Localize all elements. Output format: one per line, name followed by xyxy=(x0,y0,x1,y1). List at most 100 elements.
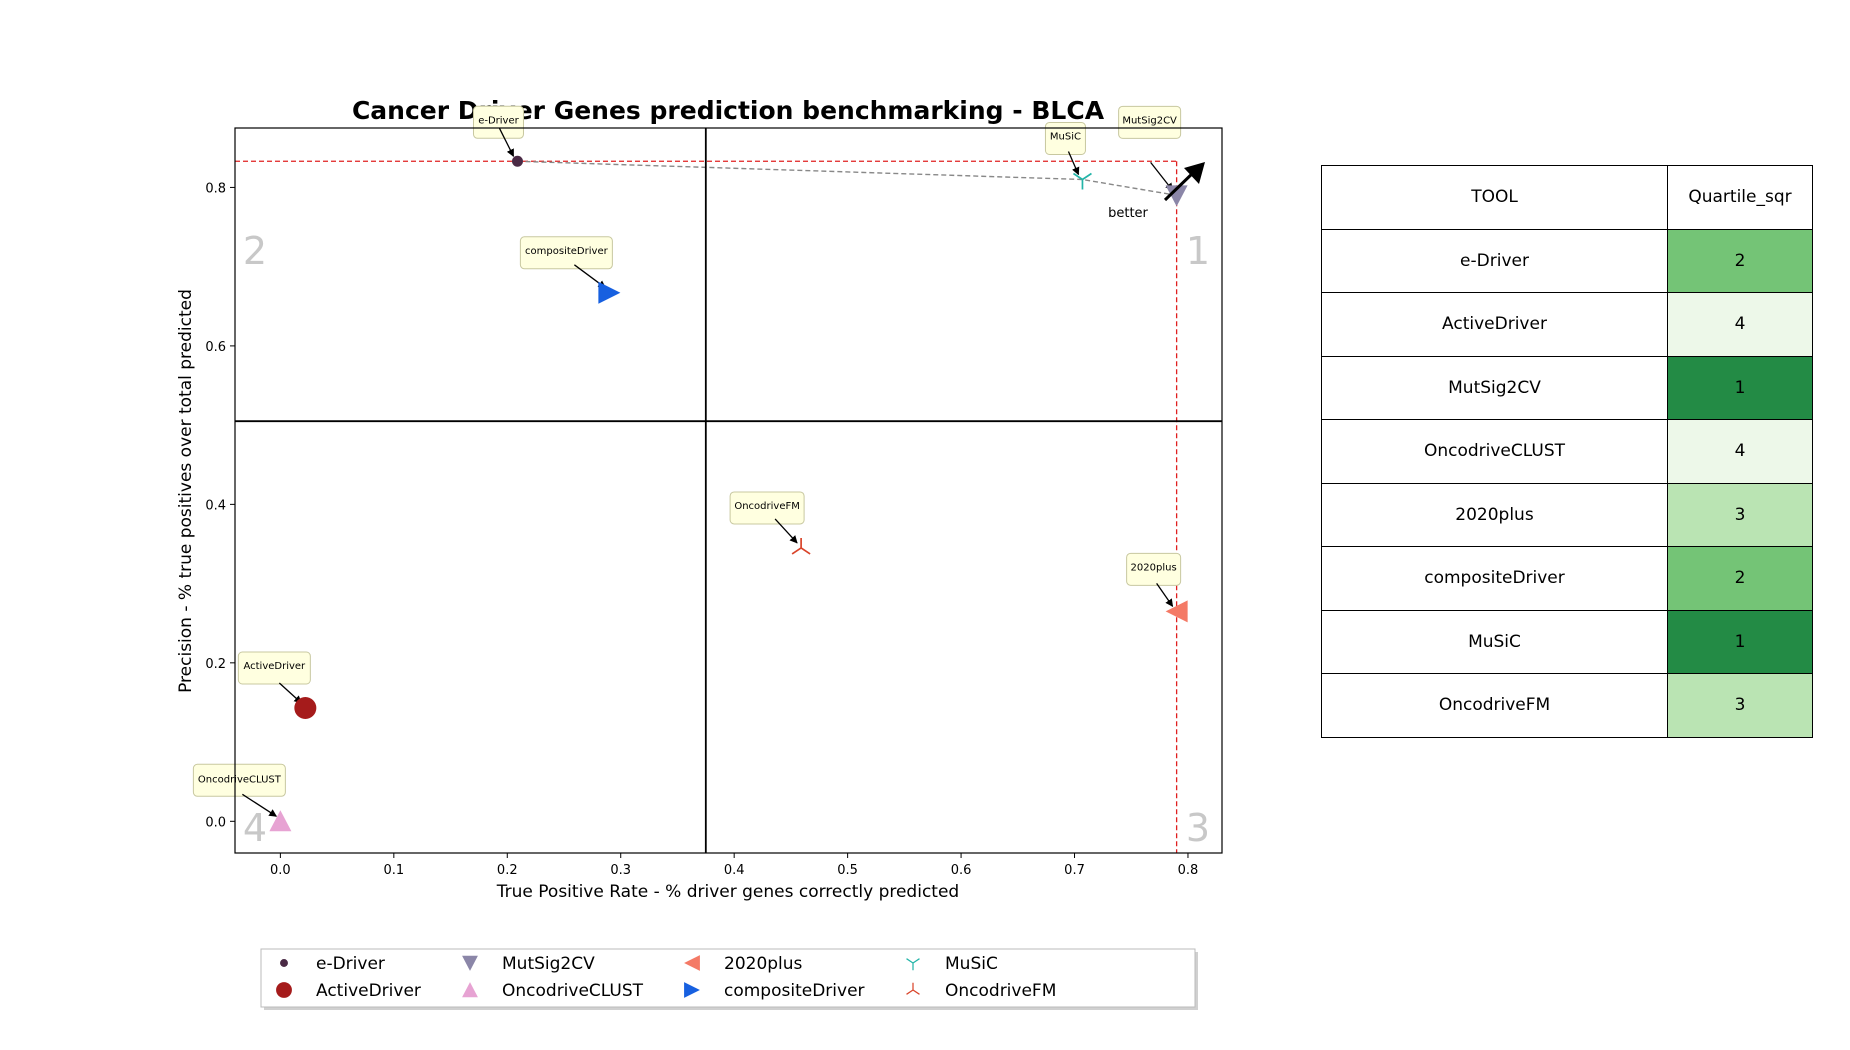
annotation-label-compositedriver: compositeDriver xyxy=(525,246,609,257)
table-row: 2020plus 3 xyxy=(1321,482,1813,547)
quadrant-label-3: 3 xyxy=(1186,806,1210,850)
y-tick-label: 0.4 xyxy=(205,498,226,513)
header-tool: TOOL xyxy=(1321,165,1668,230)
annotation-arrow-oncodriveclust xyxy=(242,793,278,817)
y-axis-label: Precision - % true positives over total … xyxy=(176,289,196,693)
data-point-e-driver: e-Driver xyxy=(472,105,524,167)
quadrant-label-2: 2 xyxy=(243,229,267,273)
annotation-box-compositedriver xyxy=(519,236,613,270)
legend-label-music: MuSiC xyxy=(945,954,998,974)
legend-label-2020plus: 2020plus xyxy=(724,954,803,974)
quartile-cell: 1 xyxy=(1667,609,1813,674)
marker-mutsig2cv xyxy=(1165,185,1188,207)
legend-marker-oncodriveclust xyxy=(462,982,478,998)
legend-marker-group xyxy=(906,958,920,971)
quartile-cell: 4 xyxy=(1667,292,1813,357)
legend-marker-group xyxy=(462,955,478,971)
better-arrow-head xyxy=(1184,162,1205,184)
legend-label-oncodrivefm: OncodriveFM xyxy=(945,981,1056,1001)
annotation-arrow-activedriver xyxy=(278,682,302,704)
chart-title: Cancer Driver Genes prediction benchmark… xyxy=(352,96,1105,125)
quartile-cell: 1 xyxy=(1667,355,1813,420)
x-tick-label: 0.5 xyxy=(837,863,858,878)
quartile-cell: 3 xyxy=(1667,482,1813,547)
quartile-cell: 4 xyxy=(1667,419,1813,484)
plot-frame xyxy=(234,127,1223,854)
legend-item-oncodrivefm: OncodriveFM xyxy=(906,981,1056,1001)
x-tick-label: 0.3 xyxy=(610,863,631,878)
marker-e-driver xyxy=(511,155,523,167)
y-tick-label: 0.8 xyxy=(205,181,226,196)
quartile-cell: 2 xyxy=(1667,228,1813,293)
legend-item-compositedriver: compositeDriver xyxy=(684,981,865,1001)
x-tick-label: 0.0 xyxy=(270,863,291,878)
table-row: OncodriveFM 3 xyxy=(1321,673,1813,738)
legend-marker-group xyxy=(462,982,478,998)
marker-compositedriver xyxy=(598,281,621,304)
data-point-music: MuSiC xyxy=(1044,122,1092,190)
annotation-arrow-music xyxy=(1067,151,1080,176)
marker-activedriver xyxy=(294,697,317,719)
table-row: compositeDriver 2 xyxy=(1321,546,1813,611)
annotation-label-oncodrivefm: OncodriveFM xyxy=(734,501,800,512)
annotation-box-activedriver xyxy=(237,651,311,685)
annotation-box-oncodrivefm xyxy=(729,491,805,525)
tool-cell: OncodriveFM xyxy=(1321,673,1668,738)
legend-marker-group xyxy=(280,959,288,967)
x-axis-label: True Positive Rate - % driver genes corr… xyxy=(496,882,959,902)
pareto-front-line xyxy=(517,160,1177,197)
quartile-table: TOOL Quartile_sqr e-Driver 2 ActiveDriver 4… xyxy=(1321,165,1813,738)
legend-marker-2020plus xyxy=(684,955,700,971)
annotation-box-music xyxy=(1044,122,1086,156)
tool-cell: ActiveDriver xyxy=(1321,292,1668,357)
plot-area: 1 2 3 4 e-Driver ActiveDriver MutSig2CV Oncodri… xyxy=(192,105,1223,878)
data-point-2020plus: 2020plus xyxy=(1126,552,1188,623)
x-tick-label: 0.7 xyxy=(1064,863,1085,878)
legend-marker-group xyxy=(906,982,920,995)
annotation-box-2020plus xyxy=(1126,552,1182,586)
legend-marker-music xyxy=(906,958,920,971)
y-tick-label: 0.0 xyxy=(205,815,226,830)
marker-oncodrivefm xyxy=(791,537,811,555)
legend-box xyxy=(260,948,1196,1008)
x-tick-label: 0.1 xyxy=(383,863,404,878)
x-tick-label: 0.4 xyxy=(724,863,745,878)
quadrant-label-4: 4 xyxy=(243,806,267,850)
legend-item-activedriver: ActiveDriver xyxy=(276,981,421,1001)
quadrant-label-1: 1 xyxy=(1186,229,1210,273)
table-row: e-Driver 2 xyxy=(1321,228,1813,293)
annotation-arrow-2020plus xyxy=(1156,582,1174,607)
annotation-box-e-driver xyxy=(472,105,524,139)
table-row: MuSiC 1 xyxy=(1321,609,1813,674)
annotation-label-2020plus: 2020plus xyxy=(1131,562,1177,573)
legend-item-mutsig2cv: MutSig2CV xyxy=(462,954,595,974)
annotation-label-oncodriveclust: OncodriveCLUST xyxy=(198,774,282,785)
annotation-label-e-driver: e-Driver xyxy=(478,115,519,126)
legend-marker-mutsig2cv xyxy=(462,955,478,971)
y-tick-label: 0.6 xyxy=(205,340,226,355)
better-label: better xyxy=(1108,206,1148,221)
marker-oncodriveclust xyxy=(269,810,292,832)
table-header-row: TOOL Quartile_sqr xyxy=(1321,165,1813,230)
legend-label-compositedriver: compositeDriver xyxy=(724,981,865,1001)
annotation-arrow-e-driver xyxy=(498,127,515,157)
data-point-oncodriveclust: OncodriveCLUST xyxy=(192,763,292,832)
table-row: MutSig2CV 1 xyxy=(1321,355,1813,420)
annotation-box-oncodriveclust xyxy=(192,763,286,797)
table-row: ActiveDriver 4 xyxy=(1321,292,1813,357)
data-point-activedriver: ActiveDriver xyxy=(237,651,317,719)
legend: e-Driver ActiveDriver MutSig2CV OncodriveCL… xyxy=(260,948,1198,1010)
legend-marker-group xyxy=(684,982,700,998)
legend-item-e-driver: e-Driver xyxy=(280,954,385,974)
legend-marker-compositedriver xyxy=(684,982,700,998)
better-indicator: better xyxy=(1108,162,1205,221)
tool-cell: 2020plus xyxy=(1321,482,1668,547)
legend-marker-group xyxy=(684,955,700,971)
marker-2020plus xyxy=(1165,600,1188,623)
legend-item-oncodriveclust: OncodriveCLUST xyxy=(462,981,644,1001)
tool-cell: e-Driver xyxy=(1321,228,1668,293)
annotation-arrow-oncodrivefm xyxy=(774,518,798,544)
tool-cell: MutSig2CV xyxy=(1321,355,1668,420)
legend-marker-e-driver xyxy=(280,959,288,967)
